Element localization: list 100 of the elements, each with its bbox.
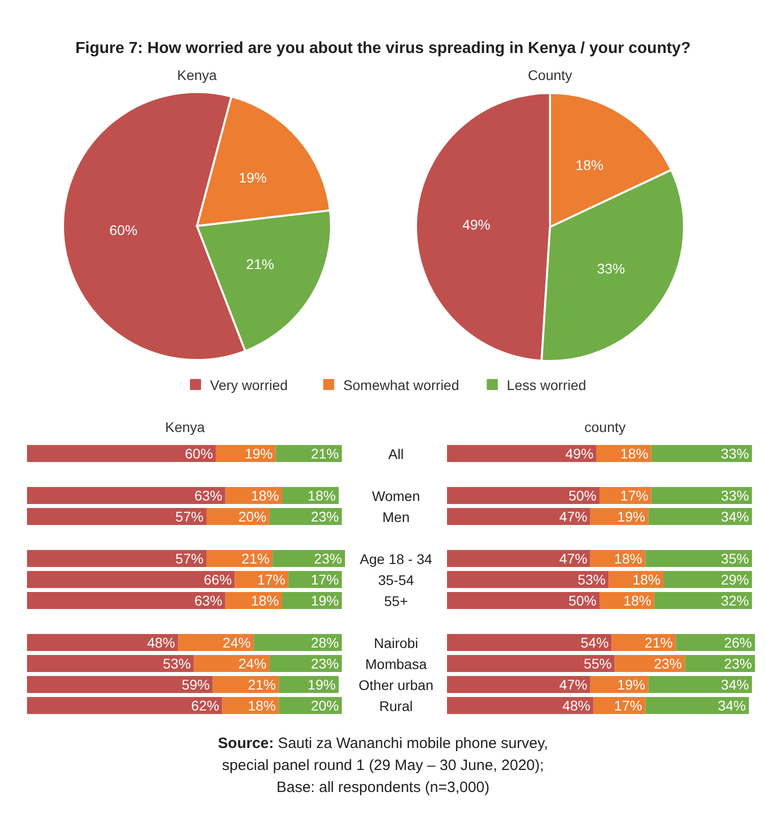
data-label: 23%: [314, 550, 342, 566]
bar: [27, 550, 206, 567]
bar: [645, 550, 752, 567]
data-label: 47%: [559, 550, 588, 566]
bar: [648, 508, 752, 525]
data-label: 49%: [462, 216, 490, 233]
data-label: 32%: [720, 592, 749, 608]
y-tick-label: Nairobi: [374, 635, 418, 651]
data-label: 18%: [308, 488, 336, 504]
data-label: 63%: [194, 488, 222, 504]
bar: [654, 592, 752, 609]
data-label: 20%: [238, 508, 266, 524]
bar: [27, 655, 194, 672]
data-label: 24%: [238, 656, 266, 672]
bar: [447, 487, 600, 504]
legend-label: Somewhat worried: [343, 377, 460, 393]
bar: [645, 697, 749, 714]
y-tick-label: 55+: [384, 593, 408, 609]
chart-title: county: [584, 419, 626, 435]
y-tick-label: Age 18 - 34: [360, 551, 432, 567]
bar: [447, 550, 590, 567]
bar: [27, 508, 206, 525]
chart-title: Figure 7: How worried are you about the virus spreading in Kenya / your county?: [75, 40, 691, 57]
bar: [447, 697, 594, 714]
data-label: 18%: [251, 488, 280, 504]
data-label: 18%: [248, 698, 276, 714]
data-label: 50%: [568, 488, 596, 504]
data-label: 18%: [614, 550, 642, 566]
data-label: 33%: [720, 446, 749, 462]
data-label: 34%: [720, 508, 749, 524]
data-label: 63%: [194, 592, 222, 608]
bar: [447, 445, 596, 462]
chart-title: Kenya: [165, 419, 206, 435]
data-label: 53%: [578, 572, 606, 588]
data-label: 57%: [175, 550, 204, 566]
y-tick-label: All: [388, 446, 404, 462]
data-label: 60%: [184, 446, 213, 462]
data-label: 34%: [720, 676, 749, 692]
data-label: 54%: [580, 634, 609, 650]
data-label: 19%: [617, 676, 646, 692]
data-label: 18%: [620, 446, 648, 462]
data-label: 48%: [147, 634, 176, 650]
source-note: Source: Sauti za Wananchi mobile phone survey,: [218, 735, 548, 752]
data-label: 19%: [310, 592, 339, 608]
y-tick-label: Rural: [379, 698, 413, 714]
data-label: 24%: [222, 634, 251, 650]
y-tick-label: Other urban: [358, 677, 434, 693]
bar: [447, 592, 600, 609]
data-label: 60%: [109, 222, 138, 238]
data-label: 17%: [310, 572, 339, 588]
data-label: 23%: [654, 656, 682, 672]
data-label: 18%: [251, 592, 280, 608]
data-label: 19%: [617, 508, 646, 524]
bar: [676, 634, 755, 651]
legend-label: Less worried: [506, 377, 586, 393]
bar: [27, 445, 216, 462]
data-label: 48%: [562, 698, 590, 714]
data-label: 33%: [596, 260, 625, 276]
data-label: 33%: [720, 488, 749, 504]
bar: [447, 655, 615, 672]
data-label: 18%: [623, 592, 652, 608]
bar: [447, 634, 612, 651]
data-label: 28%: [310, 634, 339, 650]
data-label: 21%: [248, 676, 276, 692]
data-label: 17%: [620, 488, 648, 504]
y-tick-label: 35-54: [378, 572, 414, 588]
bar: [447, 676, 590, 693]
data-label: 66%: [204, 572, 232, 588]
data-label: 18%: [575, 156, 604, 173]
data-label: 35%: [720, 550, 749, 566]
data-label: 21%: [242, 550, 270, 566]
data-label: 49%: [565, 446, 594, 462]
data-label: 19%: [244, 446, 273, 462]
text: Base: all respondents (n=3,000): [276, 779, 490, 796]
data-label: 23%: [310, 508, 339, 524]
data-label: 57%: [175, 508, 204, 524]
data-label: 50%: [568, 592, 596, 608]
bar: [194, 655, 270, 672]
data-label: 47%: [559, 508, 588, 524]
data-label: 21%: [644, 634, 673, 650]
data-label: 23%: [310, 656, 339, 672]
bar: [27, 592, 226, 609]
y-tick-label: Men: [382, 509, 410, 525]
chart-subtitle: Kenya: [177, 67, 218, 83]
bar: [664, 571, 752, 588]
data-label: 21%: [246, 256, 274, 272]
data-label: 26%: [724, 634, 752, 650]
bar: [254, 634, 342, 651]
data-label: 62%: [191, 698, 220, 714]
y-tick-label: Mombasa: [365, 656, 427, 672]
data-label: 59%: [182, 676, 210, 692]
bar: [447, 508, 590, 525]
chart-title: County: [528, 67, 572, 83]
data-label: 34%: [718, 698, 746, 714]
data-label: 47%: [559, 676, 588, 692]
bar: [27, 676, 213, 693]
data-label: 23%: [724, 656, 752, 672]
bar: [648, 676, 752, 693]
data-label: 18%: [632, 572, 661, 588]
bar: [27, 487, 226, 504]
